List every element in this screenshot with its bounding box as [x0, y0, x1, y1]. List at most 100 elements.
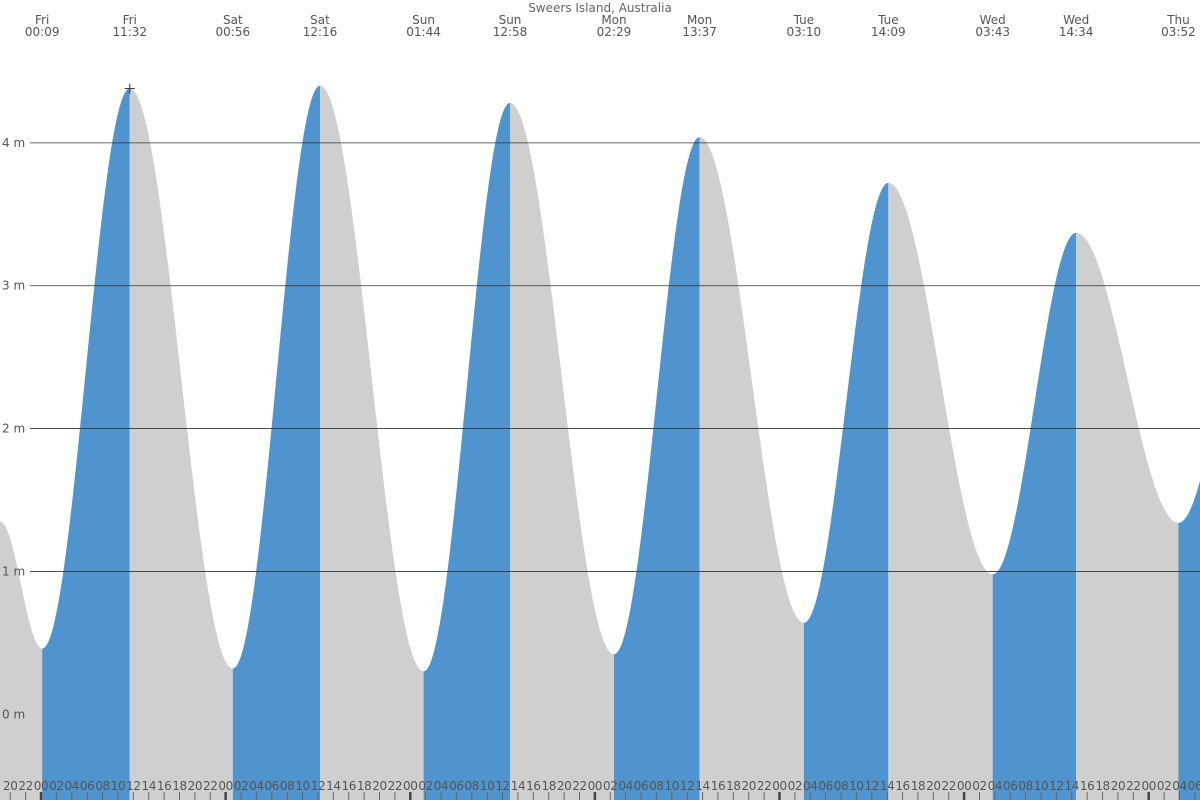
hour-label: 20 [926, 779, 940, 793]
hour-label: 04 [1172, 779, 1186, 793]
hour-label: 06 [1188, 779, 1200, 793]
hour-label: 22 [941, 779, 955, 793]
falling-tide-area [1076, 232, 1179, 800]
hour-label: 20 [1111, 779, 1125, 793]
hour-label: 10 [480, 779, 494, 793]
rising-tide-area [423, 102, 510, 800]
falling-tide-area [699, 137, 804, 800]
tide-time: 00:56 [216, 25, 251, 39]
hour-label: 12 [311, 779, 325, 793]
tide-day: Sat [223, 13, 243, 27]
hour-label: 20 [188, 779, 202, 793]
hour-label: 16 [711, 779, 725, 793]
hour-label: 14 [695, 779, 709, 793]
tide-day: Mon [601, 13, 626, 27]
tide-day: Sun [499, 13, 522, 27]
falling-tide-area [510, 102, 614, 800]
hour-label: 22 [203, 779, 217, 793]
rising-tide-area [992, 232, 1077, 800]
tide-time: 03:52 [1161, 25, 1196, 39]
rising-tide-area [42, 88, 130, 800]
hour-label: 16 [341, 779, 355, 793]
hour-label: 04 [618, 779, 632, 793]
hour-label: 06 [634, 779, 648, 793]
hour-label: 02 [49, 779, 63, 793]
hour-label: 22 [572, 779, 586, 793]
hour-label: 02 [418, 779, 432, 793]
hour-label: 20 [557, 779, 571, 793]
hour-label: 16 [1080, 779, 1094, 793]
hour-label: 00 [588, 779, 602, 793]
tide-day: Mon [687, 13, 712, 27]
y-tick-label: 1 m [2, 564, 25, 578]
tide-time-labels: Fri00:09Fri11:32Sat00:56Sat12:16Sun01:44… [25, 13, 1196, 94]
y-tick-label: 0 m [2, 707, 25, 721]
hour-label: 14 [1065, 779, 1079, 793]
hour-label: 08 [649, 779, 663, 793]
tide-day: Thu [1166, 13, 1190, 27]
falling-tide-area [320, 85, 424, 800]
hour-label: 04 [249, 779, 263, 793]
peak-marker [124, 83, 135, 94]
tide-time: 12:16 [303, 25, 338, 39]
hour-label: 10 [665, 779, 679, 793]
hour-label: 22 [388, 779, 402, 793]
hour-label: 18 [172, 779, 186, 793]
hour-label: 04 [988, 779, 1002, 793]
hour-label: 00 [957, 779, 971, 793]
tide-time: 01:44 [406, 25, 441, 39]
rising-tide-area [232, 85, 320, 800]
hour-label: 18 [541, 779, 555, 793]
tide-day: Tue [877, 13, 899, 27]
hour-label: 00 [1141, 779, 1155, 793]
hour-label: 04 [434, 779, 448, 793]
hour-label: 08 [1018, 779, 1032, 793]
hour-label: 08 [95, 779, 109, 793]
falling-tide-area [129, 88, 233, 800]
hour-label: 14 [326, 779, 340, 793]
tide-time: 11:32 [112, 25, 147, 39]
tide-day: Sun [412, 13, 435, 27]
hour-label: 22 [1126, 779, 1140, 793]
hour-label: 16 [526, 779, 540, 793]
tide-area-layer [0, 85, 1200, 800]
hour-label: 18 [357, 779, 371, 793]
hour-label: 12 [1049, 779, 1063, 793]
rising-tide-area [803, 182, 889, 800]
tide-day: Fri [123, 13, 137, 27]
hour-label: 00 [218, 779, 232, 793]
hour-label: 20 [741, 779, 755, 793]
hour-label: 02 [788, 779, 802, 793]
hour-label: 12 [126, 779, 140, 793]
hour-label: 20 [372, 779, 386, 793]
hour-label: 10 [1034, 779, 1048, 793]
hour-label: 10 [849, 779, 863, 793]
hour-label: 02 [1157, 779, 1171, 793]
hour-label: 08 [280, 779, 294, 793]
tide-day: Wed [980, 13, 1006, 27]
hour-label: 22 [18, 779, 32, 793]
hour-label: 22 [757, 779, 771, 793]
hour-label: 02 [972, 779, 986, 793]
rising-tide-area [613, 137, 700, 800]
hour-label: 02 [603, 779, 617, 793]
falling-tide-area [0, 521, 43, 800]
hour-label: 20 [3, 779, 17, 793]
hour-axis: 20 22 00 02 04 06 08 10 12 14 16 18 20 22 00 02 04 06 08 10… [3, 779, 1200, 800]
hour-label: 08 [465, 779, 479, 793]
gridlines [30, 142, 1200, 572]
hour-label: 16 [895, 779, 909, 793]
tide-day: Tue [793, 13, 815, 27]
hour-label: 04 [803, 779, 817, 793]
tide-time: 03:10 [787, 25, 822, 39]
